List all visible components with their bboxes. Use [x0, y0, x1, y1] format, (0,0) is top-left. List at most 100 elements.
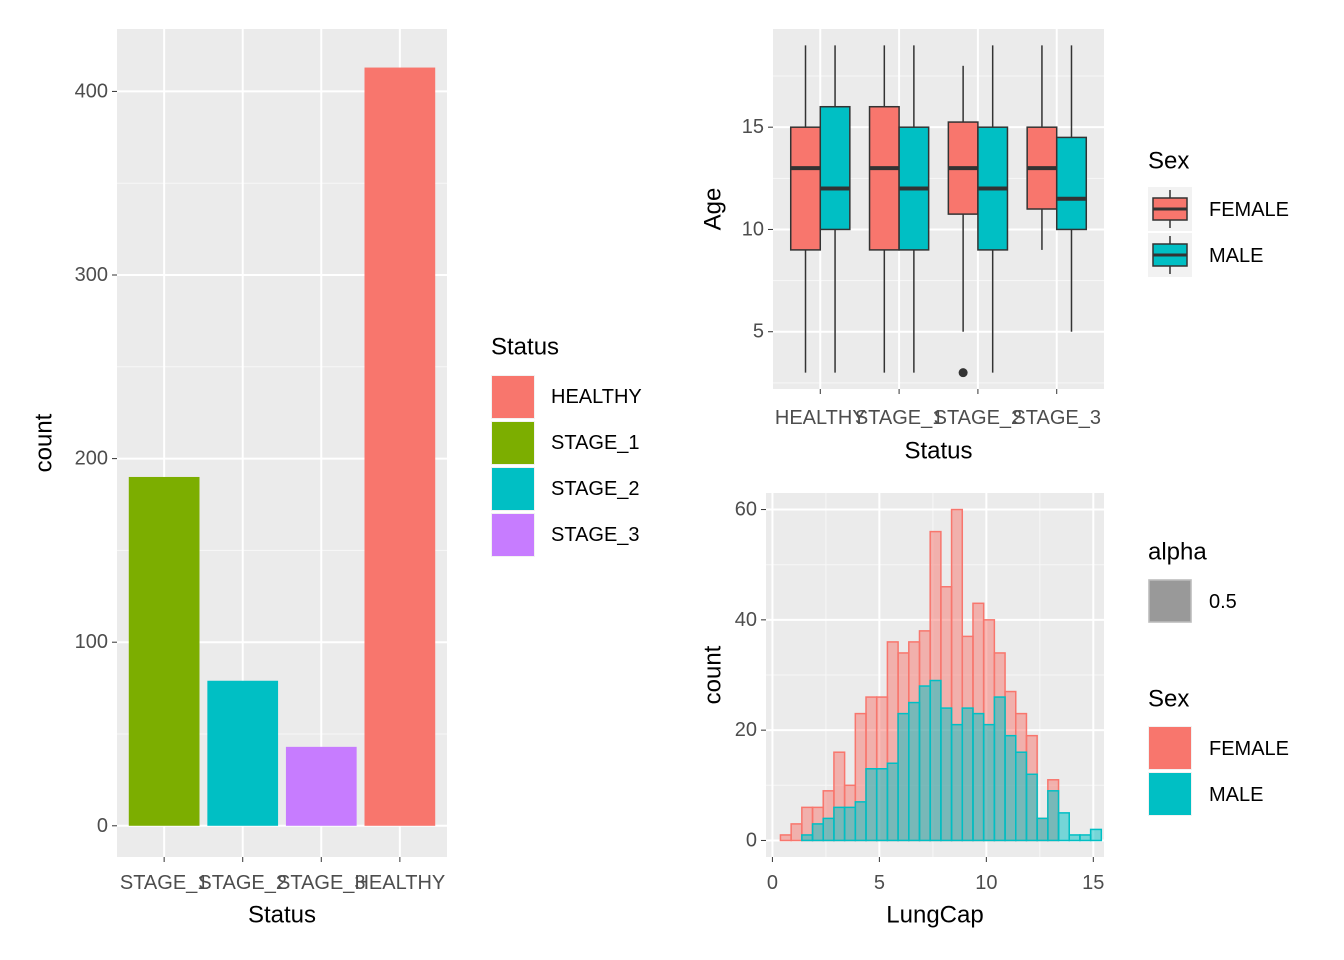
x-tick-label: STAGE_1: [855, 407, 944, 429]
histogram-bar: [779, 834, 792, 842]
legend-label: STAGE_3: [551, 524, 640, 546]
histogram-bar: [886, 762, 899, 842]
legend-label: FEMALE: [1209, 738, 1289, 760]
histogram-bar: [897, 712, 910, 842]
histogram-series-male: [801, 679, 1103, 842]
legend-key: [492, 514, 534, 556]
y-tick-label: 0: [746, 829, 757, 851]
y-tick-label: 300: [75, 264, 108, 286]
x-tick-label: STAGE_2: [934, 407, 1023, 429]
histogram-bar: [865, 768, 878, 842]
x-tick-label: 15: [1082, 872, 1104, 894]
box-female-stage_3: [1026, 45, 1058, 250]
legend-title: Sex: [1148, 148, 1189, 175]
status-legend: Status HEALTHY STAGE_1 STAGE_2 STAGE_3: [491, 334, 642, 557]
box-female-stage_2: [947, 65, 979, 378]
histogram-bar: [982, 723, 996, 842]
box-body: [819, 105, 851, 231]
sex-legend-box: Sex FEMALE MALE: [1148, 148, 1289, 277]
histogram-bar: [811, 823, 824, 842]
legend-title: Status: [491, 334, 559, 361]
x-tick-label: STAGE_3: [1012, 407, 1101, 429]
outlier-point: [958, 368, 968, 378]
x-tick-label: STAGE_1: [120, 872, 209, 894]
histogram-bar: [993, 696, 1006, 842]
histogram-bar: [1047, 790, 1060, 842]
legend-label: HEALTHY: [551, 386, 642, 408]
alpha-legend: alpha 0.5: [1148, 539, 1237, 623]
box-body: [868, 105, 900, 251]
y-axis-title: count: [700, 645, 727, 704]
x-tick-label: HEALTHY: [775, 407, 866, 429]
x-tick-label: 0: [767, 872, 778, 894]
histogram-bar: [790, 823, 803, 842]
y-tick-label: 0: [97, 815, 108, 837]
histogram-bar: [1015, 751, 1028, 842]
y-tick-label: 15: [742, 116, 764, 138]
box-female-stage_1: [868, 45, 900, 373]
x-tick-label: STAGE_3: [277, 872, 366, 894]
y-tick-label: 20: [735, 719, 757, 741]
box-male-stage_1: [898, 45, 930, 373]
histogram-bar: [1079, 834, 1092, 842]
x-axis-title: Status: [248, 902, 316, 929]
y-tick-label: 40: [735, 609, 757, 631]
bar-panel: 0100200300400STAGE_1STAGE_2STAGE_3HEALTH…: [31, 29, 642, 929]
bar-stage_2: [207, 680, 279, 826]
y-tick-label: 60: [735, 499, 757, 521]
y-tick-label: 100: [75, 631, 108, 653]
legend-key: [1149, 773, 1191, 815]
box-body: [789, 126, 822, 251]
histogram-bar: [940, 707, 953, 842]
legend-key: [1149, 727, 1191, 769]
histogram-bar: [833, 806, 846, 842]
bar-stage_1: [128, 476, 200, 826]
legend-title: alpha: [1148, 539, 1207, 566]
bar-healthy: [364, 67, 436, 826]
legend-title: Sex: [1148, 686, 1189, 713]
legend-key: [492, 376, 534, 418]
histogram-bar: [908, 701, 921, 842]
legend-key: [492, 422, 534, 464]
histogram-bar: [843, 806, 857, 842]
histogram-bar: [854, 801, 867, 842]
bar-stage_3: [285, 746, 357, 826]
box-male-healthy: [819, 45, 851, 373]
x-axis-title: Status: [904, 438, 972, 465]
legend-key: [1148, 579, 1192, 623]
histogram-bar: [918, 685, 931, 842]
x-tick-label: 10: [975, 872, 997, 894]
y-axis-title: count: [31, 413, 58, 472]
x-tick-label: 5: [874, 872, 885, 894]
sex-legend-histogram: Sex FEMALE MALE: [1148, 686, 1289, 816]
histogram-bar: [972, 712, 985, 842]
box-male-stage_3: [1055, 45, 1088, 332]
y-tick-label: 400: [75, 80, 108, 102]
legend-label: STAGE_2: [551, 478, 640, 500]
box-male-stage_2: [977, 45, 1009, 373]
box-female-healthy: [789, 45, 822, 373]
histogram-bar: [950, 723, 964, 842]
histogram-bar: [1068, 834, 1081, 842]
histogram-bar: [929, 679, 942, 842]
legend-key: [492, 468, 534, 510]
histogram-bar: [1025, 773, 1038, 842]
histogram-bar: [1057, 812, 1070, 842]
legend-label: FEMALE: [1209, 199, 1289, 221]
legend-label: STAGE_1: [551, 432, 640, 454]
y-tick-label: 200: [75, 448, 108, 470]
x-tick-label: STAGE_2: [198, 872, 287, 894]
legend-label: MALE: [1209, 784, 1263, 806]
histogram-bar: [1089, 828, 1103, 842]
y-tick-label: 10: [742, 218, 764, 240]
legend-label: MALE: [1209, 245, 1263, 267]
histogram-bar: [1036, 817, 1049, 842]
box-body: [1055, 136, 1088, 231]
y-tick-label: 5: [753, 321, 764, 343]
histogram-bar: [801, 834, 814, 842]
histogram-bar: [875, 768, 889, 842]
y-axis-title: Age: [700, 188, 727, 231]
histogram-bar: [1004, 734, 1017, 842]
